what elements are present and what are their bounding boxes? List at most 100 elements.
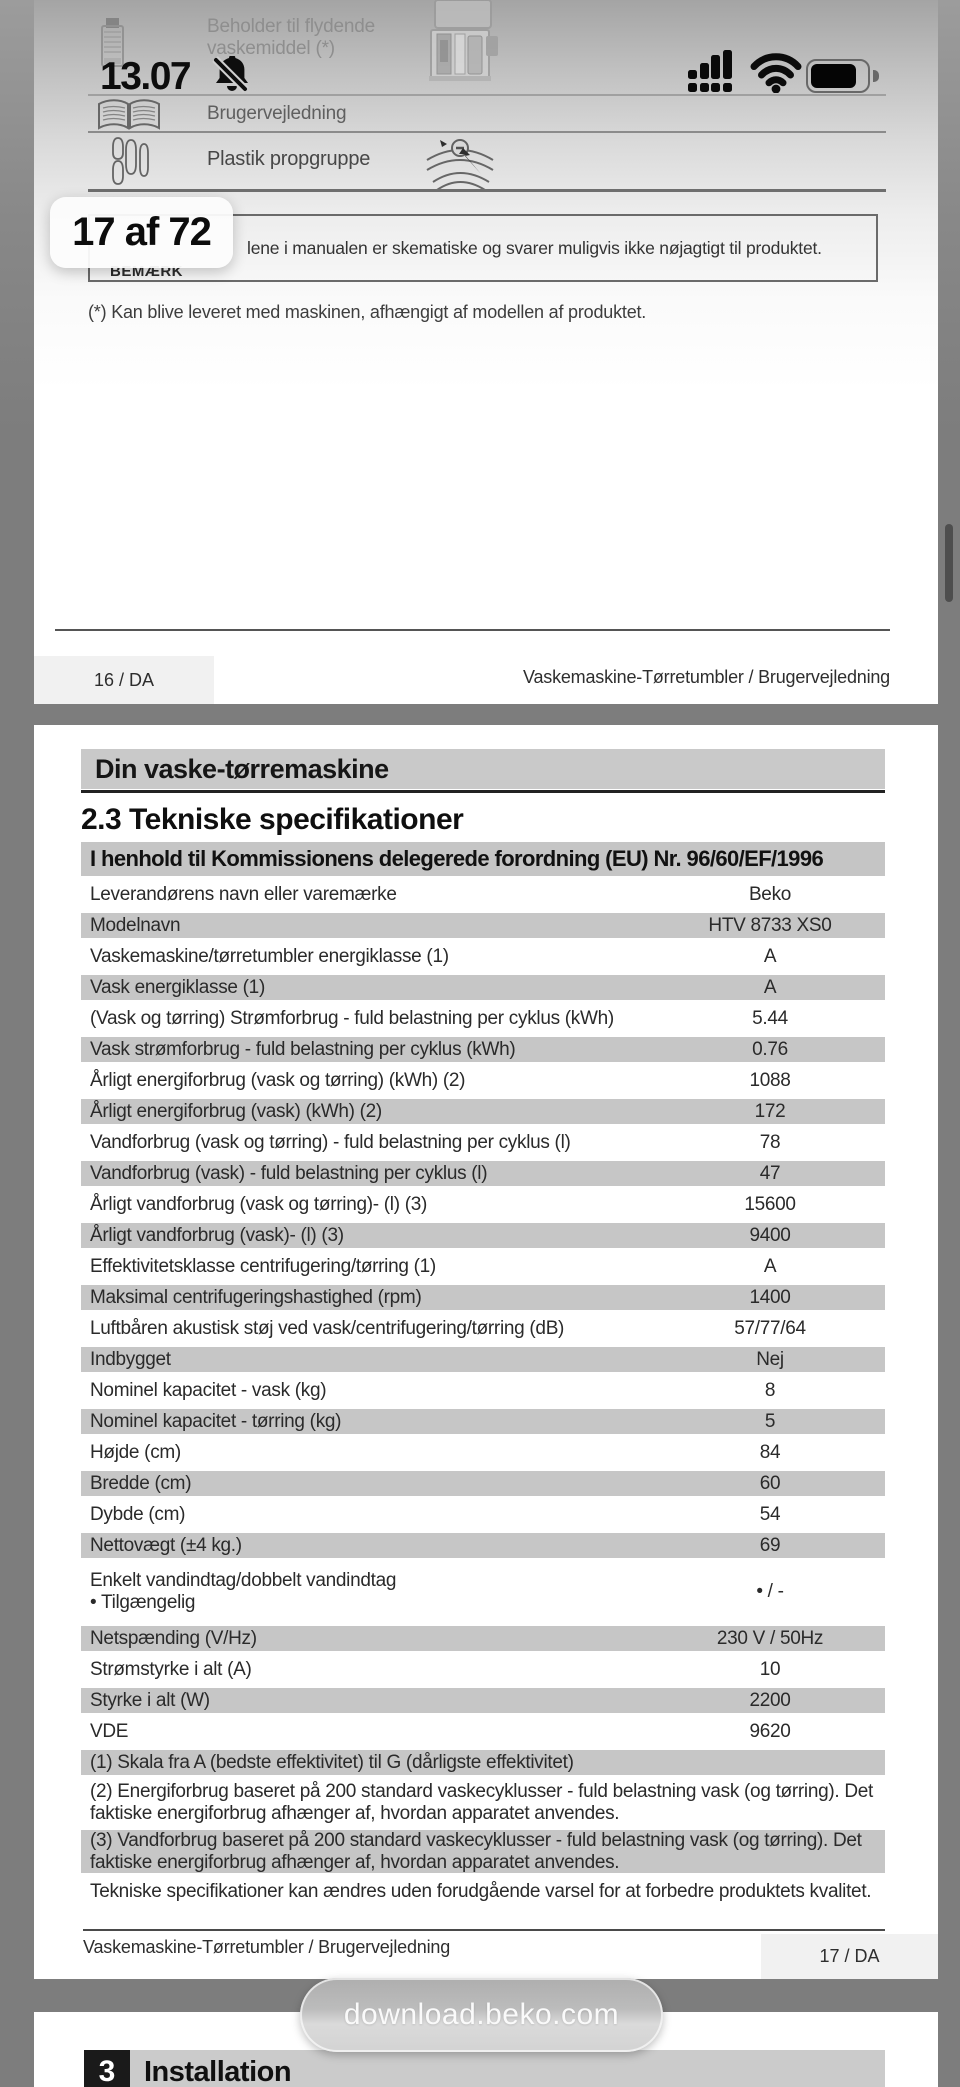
- battery-fill: [811, 64, 856, 88]
- page-indicator: 17 af 72: [50, 197, 233, 268]
- spec-row-label: Bredde (cm): [90, 1472, 192, 1494]
- spec-row-value: 10: [759, 1658, 781, 1680]
- hose-clamp-icon: [426, 139, 494, 191]
- download-watermark: download.beko.com: [300, 1978, 663, 2052]
- spec-row-label: Netspænding (V/Hz): [90, 1627, 257, 1649]
- spec-row-label: Nettovægt (±4 kg.): [90, 1534, 242, 1556]
- section-title: Din vaske-tørremaskine: [81, 749, 885, 789]
- spec-table-row: Årligt vandforbrug (vask)- (l) (3) 9400: [81, 1220, 885, 1251]
- spec-row-label: Vandforbrug (vask) - fuld belastning per…: [90, 1162, 488, 1184]
- spec-table-row: Vandforbrug (vask) - fuld belastning per…: [81, 1158, 885, 1189]
- spec-row-label: (Vask og tørring) Strømforbrug - fuld be…: [90, 1007, 614, 1029]
- wifi-icon: [750, 53, 802, 93]
- spec-row-value: 2200: [749, 1689, 791, 1711]
- spec-row-label: Indbygget: [90, 1348, 171, 1370]
- spec-table-row: Luftbåren akustisk støj ved vask/centrif…: [81, 1313, 885, 1344]
- spec-row-value: 54: [759, 1503, 781, 1525]
- spec-row-value: 9400: [749, 1224, 791, 1246]
- spec-table-footnote: (1) Skala fra A (bedste effektivitet) ti…: [81, 1747, 885, 1778]
- spec-table-row: Maksimal centrifugeringshastighed (rpm) 1…: [81, 1282, 885, 1313]
- spec-row-label: Enkelt vandindtag/dobbelt vandindtag: [90, 1570, 397, 1591]
- separator-line: [88, 189, 886, 192]
- separator-line: [88, 131, 886, 133]
- spec-row-label: Maksimal centrifugeringshastighed (rpm): [90, 1286, 422, 1308]
- spec-row-value: 5.44: [752, 1007, 788, 1029]
- pdf-page-16: Beholder til flydende vaskemiddel (*) Br…: [34, 0, 938, 704]
- spec-table-row: (Vask og tørring) Strømforbrug - fuld be…: [81, 1003, 885, 1034]
- spec-row-value: 0.76: [752, 1038, 788, 1060]
- separator-line: [88, 94, 886, 96]
- spec-row-label: Luftbåren akustisk støj ved vask/centrif…: [90, 1317, 565, 1339]
- spec-row-label: Effektivitetsklasse centrifugering/tørri…: [90, 1255, 436, 1277]
- spec-row-value: Beko: [748, 883, 792, 905]
- dispenser-drawer-icon: [429, 0, 498, 81]
- spec-row-label: Strømstyrke i alt (A): [90, 1658, 252, 1680]
- page-number-block: 17 / DA: [761, 1934, 938, 1979]
- spec-row-label: Dybde (cm): [90, 1503, 186, 1525]
- spec-row-value: 5: [764, 1410, 776, 1432]
- spec-row-label: Vaskemaskine/tørretumbler energiklasse (…: [90, 945, 449, 967]
- spec-table-footnote: (3) Vandforbrug baseret på 200 standard …: [81, 1827, 885, 1876]
- section-title-rule: [81, 790, 885, 793]
- spec-row-value: 60: [759, 1472, 781, 1494]
- spec-row-value: A: [763, 1255, 777, 1277]
- spec-row-label: Årligt energiforbrug (vask) (kWh) (2): [90, 1100, 382, 1122]
- battery-icon: [806, 59, 886, 93]
- chapter-number-badge: 3: [84, 2050, 130, 2087]
- footer-doc-title: Vaskemaskine-Tørretumbler / Brugervejled…: [83, 1937, 451, 1957]
- spec-table-row: Dybde (cm) 54: [81, 1499, 885, 1530]
- spec-table-row: Indbygget Nej: [81, 1344, 885, 1375]
- spec-row-value: A: [763, 976, 777, 998]
- spec-row-value: 1400: [749, 1286, 791, 1308]
- spec-table-row: Bredde (cm) 60: [81, 1468, 885, 1499]
- spec-table-row: Vandforbrug (vask og tørring) - fuld bel…: [81, 1127, 885, 1158]
- spec-row-value: Nej: [756, 1348, 784, 1370]
- spec-table-row: Styrke i alt (W) 2200: [81, 1685, 885, 1716]
- spec-row-label: Årligt energiforbrug (vask og tørring) (…: [90, 1069, 466, 1091]
- spec-row-label: VDE: [90, 1720, 129, 1742]
- spec-row-value: • / -: [756, 1581, 784, 1602]
- spec-table-row: Vask strømforbrug - fuld belastning per …: [81, 1034, 885, 1065]
- detergent-container-icon: [101, 18, 124, 67]
- page-heading: 2.3 Tekniske specifikationer: [81, 803, 464, 836]
- spec-row-value: 47: [759, 1162, 781, 1184]
- spec-table-row: Netspænding (V/Hz) 230 V / 50Hz: [81, 1623, 885, 1654]
- spec-row-label: Vandforbrug (vask og tørring) - fuld bel…: [90, 1131, 571, 1153]
- spec-table-row: Modelnavn HTV 8733 XS0: [81, 910, 885, 941]
- spec-row-value: 69: [759, 1534, 781, 1556]
- spec-table-row: Vask energiklasse (1) A: [81, 972, 885, 1003]
- spec-row-label: Styrke i alt (W): [90, 1689, 210, 1711]
- spec-row-label: Vask strømforbrug - fuld belastning per …: [90, 1038, 516, 1060]
- spec-row-label: Nominel kapacitet - tørring (kg): [90, 1410, 342, 1432]
- note-text: lene i manualen er skematiske og svarer …: [247, 238, 822, 258]
- plastic-plug-group-icon: [112, 137, 149, 185]
- spec-row-label-line2: • Tilgængelig: [90, 1592, 196, 1613]
- list-item-label: Brugervejledning: [207, 103, 347, 124]
- spec-table-row: Strømstyrke i alt (A) 10: [81, 1654, 885, 1685]
- spec-table-footnote: (2) Energiforbrug baseret på 200 standar…: [90, 1780, 874, 1824]
- list-item-label: Beholder til flydende vaskemiddel (*): [207, 16, 375, 59]
- spec-row-value: 15600: [744, 1193, 796, 1215]
- battery-outline: [806, 59, 870, 93]
- status-time: 13.07: [100, 55, 192, 98]
- spec-table-row: Årligt energiforbrug (vask) (kWh) (2) 172: [81, 1096, 885, 1127]
- spec-row-label: Nominel kapacitet - vask (kg): [90, 1379, 327, 1401]
- spec-row-label: Leverandørens navn eller varemærke: [90, 883, 397, 905]
- footer-doc-title: Vaskemaskine-Tørretumbler / Brugervejled…: [522, 667, 890, 687]
- spec-row-value: 9620: [749, 1720, 791, 1742]
- spec-row-label: Højde (cm): [90, 1441, 181, 1463]
- spec-row-value: HTV 8733 XS0: [708, 914, 832, 936]
- spec-table-row: Leverandørens navn eller varemærke Beko: [81, 879, 885, 910]
- mute-bell-icon: [212, 56, 249, 93]
- spec-table-row: Nominel kapacitet - vask (kg) 8: [81, 1375, 885, 1406]
- scrollbar-thumb[interactable]: [945, 524, 953, 602]
- spec-row-value: 1088: [749, 1069, 791, 1091]
- cell-signal-icon: [686, 50, 732, 94]
- spec-table-row: Højde (cm) 84: [81, 1437, 885, 1468]
- footer-rule: [83, 1929, 885, 1931]
- spec-table-row: Effektivitetsklasse centrifugering/tørri…: [81, 1251, 885, 1282]
- spec-row-value: 8: [764, 1379, 776, 1401]
- spec-table-row: Nettovægt (±4 kg.) 69: [81, 1530, 885, 1561]
- spec-table: Leverandørens navn eller varemærke Beko Mo…: [81, 879, 885, 1907]
- spec-table-row: Vaskemaskine/tørretumbler energiklasse (…: [81, 941, 885, 972]
